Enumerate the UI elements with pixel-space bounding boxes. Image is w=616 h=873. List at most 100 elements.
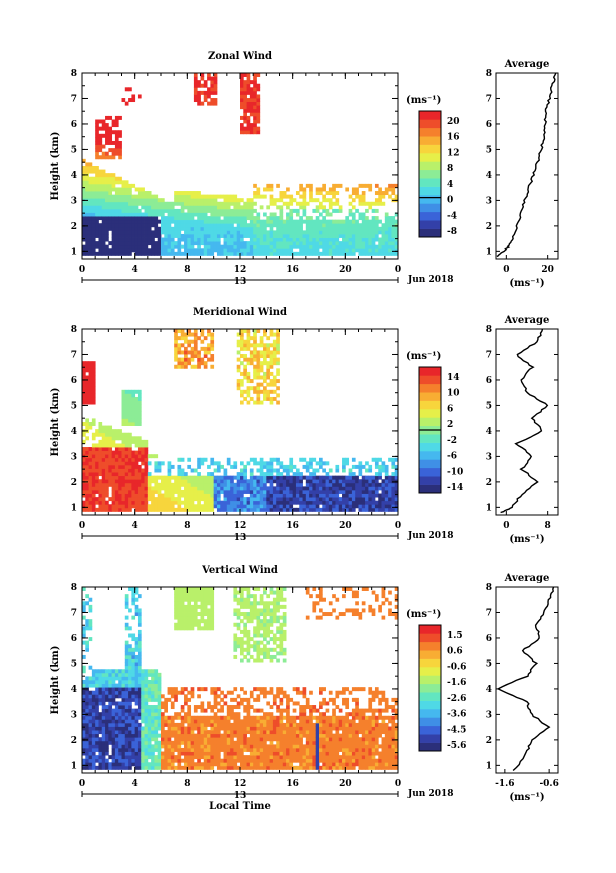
heat-cell [95, 454, 99, 459]
heat-cell [108, 457, 113, 462]
heat-cell [200, 587, 205, 591]
heat-cell [322, 461, 326, 466]
heat-cell [82, 489, 86, 494]
heat-cell [101, 701, 106, 706]
heat-cell [131, 755, 136, 760]
heat-cell [101, 251, 106, 256]
heat-cell [118, 740, 122, 745]
heat-cell [279, 497, 284, 502]
heat-cell [203, 198, 208, 203]
heat-cell [111, 747, 116, 752]
heat-cell [105, 429, 109, 434]
heat-cell [111, 443, 116, 448]
heat-cell [91, 187, 96, 192]
panel-title: Zonal Wind [208, 51, 272, 62]
heat-cell [95, 719, 99, 724]
heat-cell [269, 343, 274, 348]
heat-cell [101, 482, 106, 487]
heat-cell [131, 393, 136, 398]
heat-cell [378, 497, 382, 502]
colorbar-tick-label: 14 [447, 373, 460, 383]
heat-cell [381, 507, 386, 512]
heat-cell [164, 482, 168, 487]
heat-cell [223, 504, 228, 509]
heat-cell [246, 489, 251, 494]
heat-cell [101, 155, 106, 160]
heat-cell [118, 687, 122, 692]
heat-cell [249, 457, 254, 462]
heat-cell [226, 205, 231, 210]
heat-cell [368, 468, 373, 473]
heat-cell [391, 241, 396, 246]
heat-cell [226, 226, 231, 231]
heat-cell [124, 489, 129, 494]
colorbar-segment [419, 111, 441, 120]
heat-cell [151, 201, 155, 206]
heat-cell [230, 230, 234, 235]
heat-cell [253, 336, 257, 341]
heat-cell [144, 690, 149, 695]
heat-cell [137, 493, 142, 498]
heat-cell [216, 208, 221, 213]
heat-cell [98, 461, 103, 466]
heat-cell [391, 482, 396, 487]
heat-cell [167, 697, 172, 702]
heat-cell [193, 486, 198, 491]
heat-cell [213, 241, 218, 246]
heat-cell [299, 248, 303, 253]
heat-cell [381, 504, 386, 509]
heat-cell [187, 482, 192, 487]
heat-cell [174, 198, 178, 203]
heat-cell [161, 762, 165, 767]
heat-cell [101, 219, 106, 224]
heat-cell [187, 762, 192, 767]
heat-cell [118, 722, 122, 727]
heat-cell [128, 450, 132, 455]
heat-cell [200, 205, 205, 210]
heat-cell [118, 429, 122, 434]
heat-cell [184, 500, 188, 505]
heat-cell [325, 212, 330, 217]
heat-cell [88, 765, 93, 770]
heat-cell [210, 604, 215, 609]
heat-cell [200, 339, 205, 344]
heat-cell [312, 493, 317, 498]
heat-cell [207, 343, 211, 348]
heat-cell [374, 482, 379, 487]
heat-cell [259, 354, 264, 359]
heat-cell [134, 436, 139, 441]
heat-cell [88, 619, 93, 624]
heat-cell [105, 744, 109, 749]
heat-cell [371, 216, 376, 221]
heat-cell [137, 223, 142, 228]
heat-cell [121, 740, 126, 745]
heat-cell [394, 230, 399, 235]
heat-cell [197, 726, 201, 731]
heat-cell [253, 183, 257, 188]
heat-cell [95, 226, 99, 231]
heat-cell [105, 155, 109, 160]
heat-cell [184, 608, 188, 613]
heat-cell [210, 332, 215, 337]
heat-cell [388, 223, 392, 228]
heat-cell [213, 216, 218, 221]
heat-cell [223, 233, 228, 238]
heat-cell [154, 500, 159, 505]
heat-cell [98, 744, 103, 749]
heat-cell [161, 198, 165, 203]
average-title: Average [504, 315, 550, 326]
heat-cell [91, 233, 96, 238]
heat-cell [210, 765, 215, 770]
heat-cell [197, 744, 201, 749]
heat-cell [91, 755, 96, 760]
heat-cell [118, 148, 122, 153]
heat-cell [98, 155, 103, 160]
heat-cell [85, 447, 89, 452]
heat-cell [111, 690, 116, 695]
heat-cell [147, 680, 152, 684]
heat-cell [200, 719, 205, 724]
heat-cell [88, 454, 93, 459]
heat-cell [197, 90, 201, 95]
heat-cell [259, 382, 264, 387]
heat-cell [216, 504, 221, 509]
